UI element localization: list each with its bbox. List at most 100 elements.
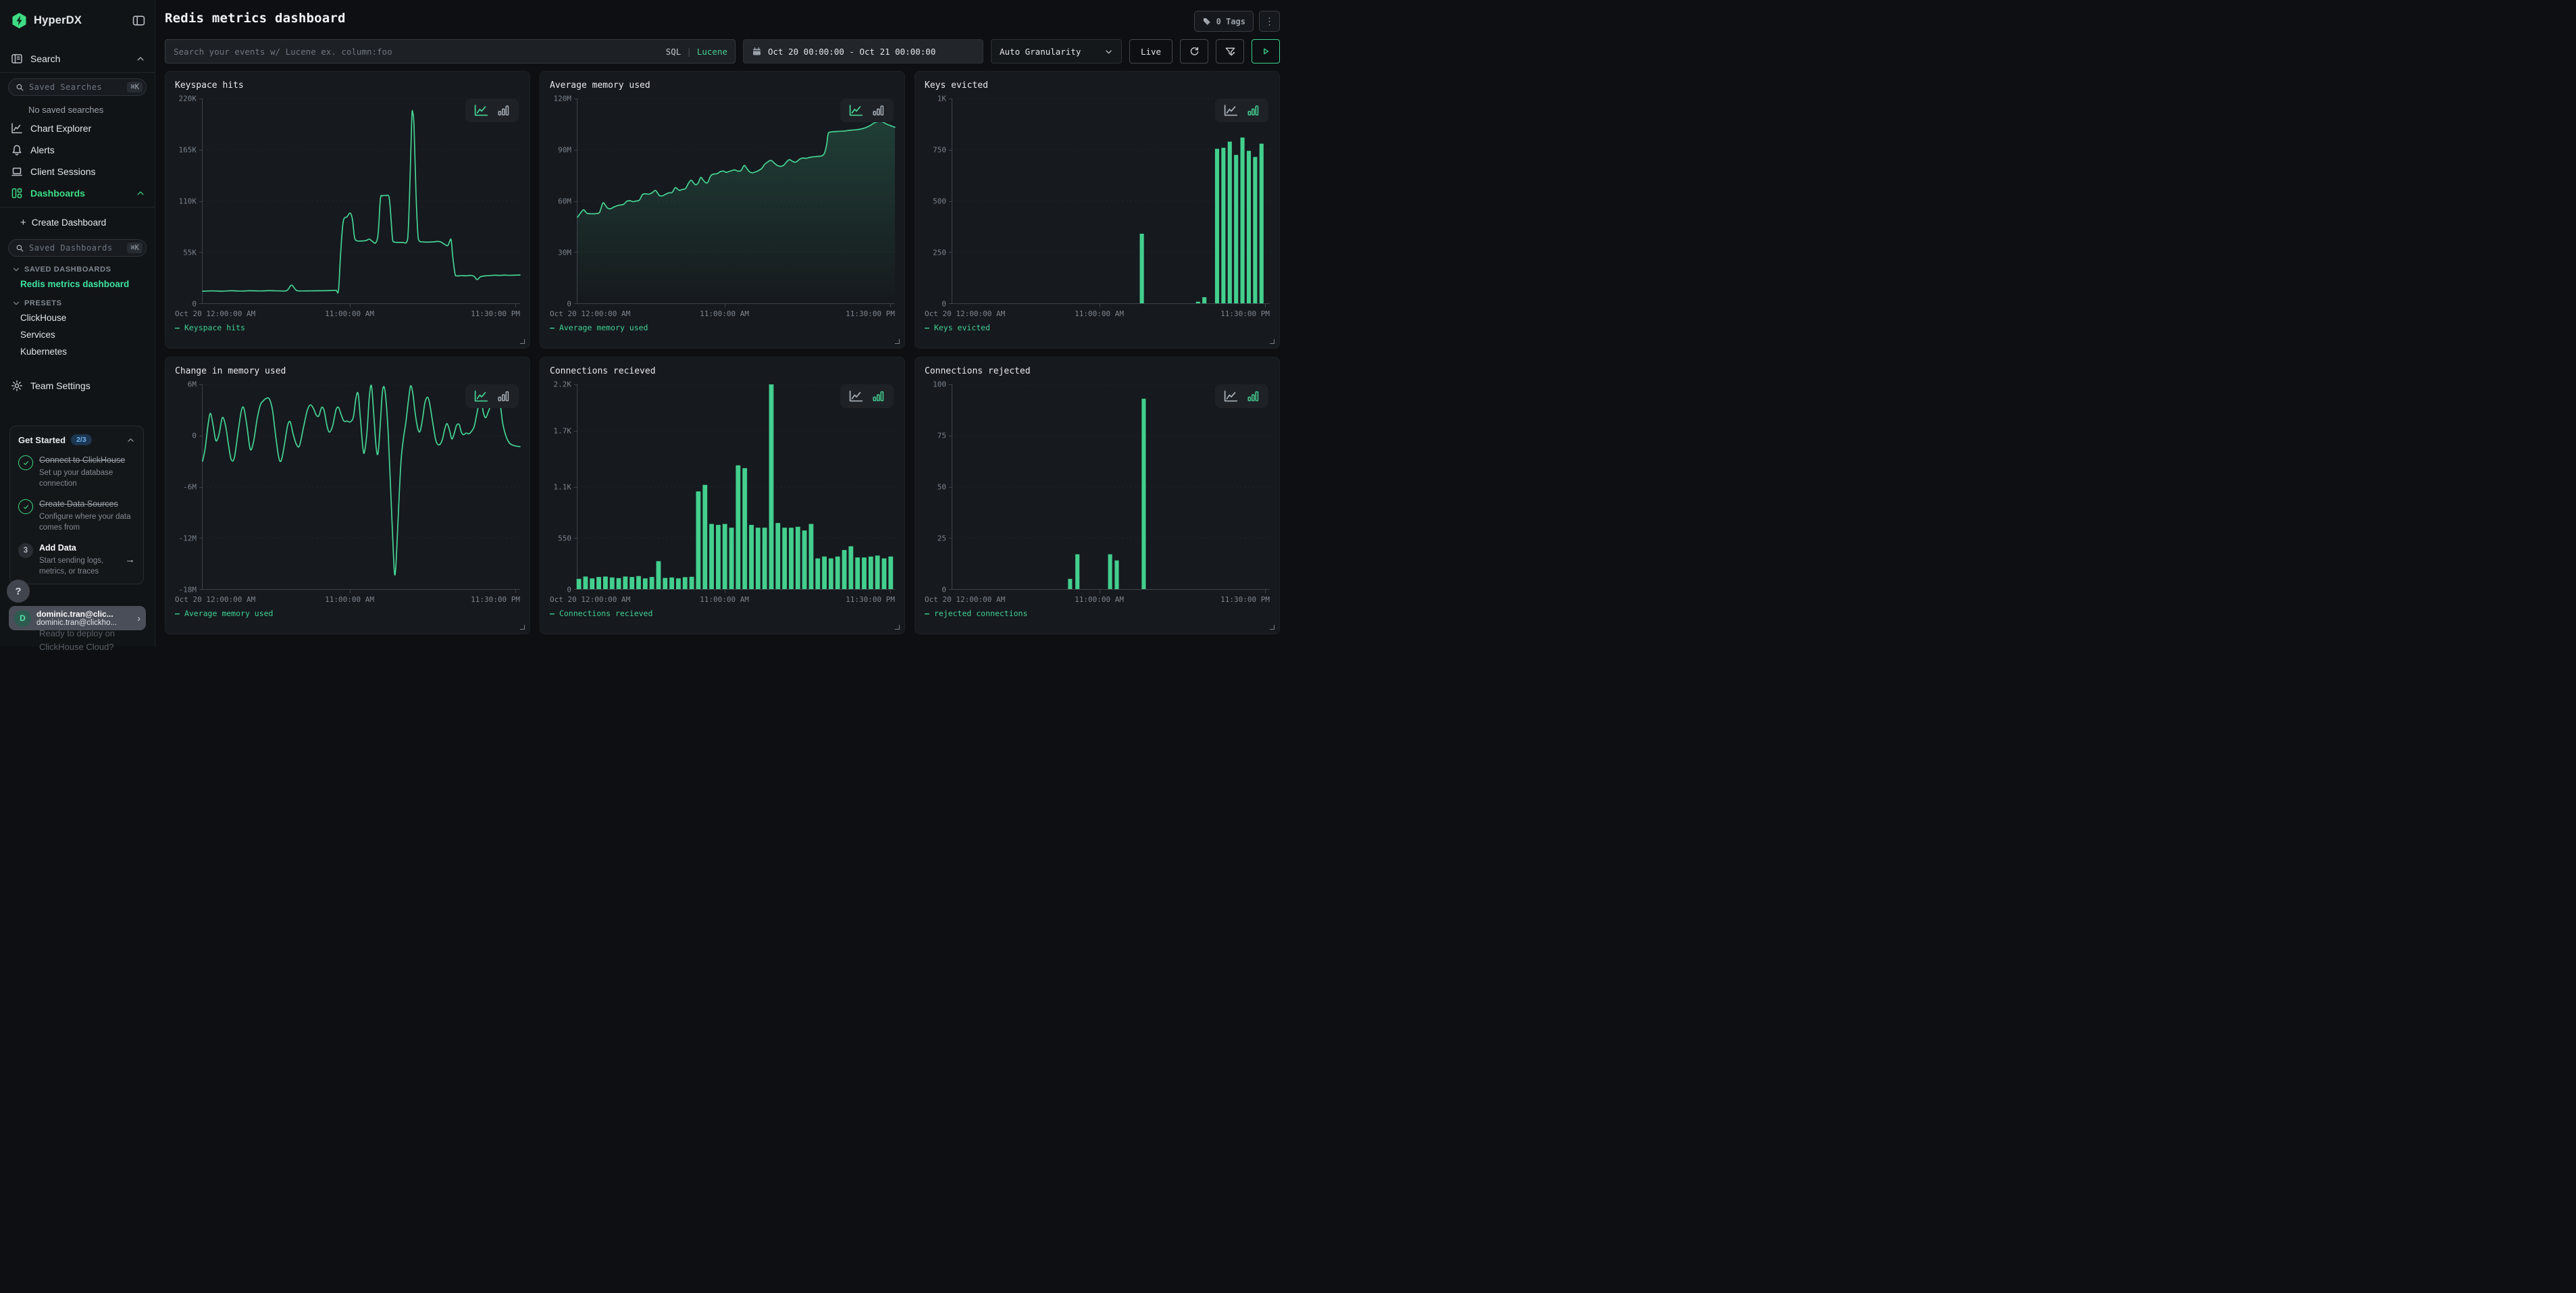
chart-legend[interactable]: —Connections recieved xyxy=(550,609,895,618)
chart-legend[interactable]: —Average memory used xyxy=(550,323,895,332)
user-profile-chip[interactable]: D dominic.tran@clic... dominic.tran@clic… xyxy=(9,606,146,630)
sidebar-collapse-icon[interactable] xyxy=(132,14,145,27)
bar-chart-icon[interactable] xyxy=(1247,390,1260,402)
search-icon xyxy=(16,244,24,253)
legend-label: rejected connections xyxy=(934,609,1027,618)
legend-dash: — xyxy=(550,609,555,618)
step-title: Connect to ClickHouse xyxy=(39,455,125,465)
resize-handle-icon[interactable] xyxy=(1270,625,1274,630)
bar-chart-icon[interactable] xyxy=(873,390,885,402)
line-chart-icon[interactable] xyxy=(474,105,488,116)
chart-plot[interactable] xyxy=(202,384,520,590)
preset-link-clickhouse[interactable]: ClickHouse xyxy=(0,309,155,326)
chart-legend[interactable]: —Average memory used xyxy=(175,609,520,618)
line-chart-icon[interactable] xyxy=(849,390,863,402)
section-label: SAVED DASHBOARDS xyxy=(24,265,111,274)
chart-plot[interactable] xyxy=(952,384,1270,590)
sidebar-item-dashboards[interactable]: Dashboards xyxy=(0,182,155,204)
step-subtitle: Set up your database connection xyxy=(39,468,135,489)
sidebar-item-chart-explorer[interactable]: Chart Explorer xyxy=(0,118,155,139)
saved-searches-input[interactable]: Saved Searches ⌘K xyxy=(8,78,147,96)
create-dashboard-button[interactable]: + Create Dashboard xyxy=(0,213,155,232)
step-subtitle: Configure where your data comes from xyxy=(39,512,135,533)
filter-button[interactable] xyxy=(1216,39,1244,64)
sidebar: HyperDX Search Saved Searches ⌘K No save… xyxy=(0,0,155,646)
laptop-icon xyxy=(11,166,23,178)
bar-chart-icon[interactable] xyxy=(873,105,885,116)
bell-icon xyxy=(11,144,23,156)
run-query-button[interactable] xyxy=(1252,39,1280,64)
chart-legend[interactable]: —Keyspace hits xyxy=(175,323,520,332)
plus-icon: + xyxy=(20,218,26,228)
dashboard-link-redis-metrics[interactable]: Redis metrics dashboard xyxy=(0,276,155,293)
line-chart-icon[interactable] xyxy=(1224,105,1238,116)
x-axis-labels: Oct 20 12:00:00 AM11:00:00 AM11:30:00 PM xyxy=(550,592,895,607)
line-chart-icon[interactable] xyxy=(474,390,488,402)
chart-plot[interactable] xyxy=(202,99,520,304)
chart-view-toggle[interactable] xyxy=(465,99,519,122)
get-started-step-connect[interactable]: Connect to ClickHouse Set up your databa… xyxy=(18,454,135,489)
chevron-down-icon xyxy=(12,265,20,274)
sidebar-item-team-settings[interactable]: Team Settings xyxy=(0,375,155,397)
chevron-down-icon xyxy=(12,299,20,307)
lucene-mode-toggle[interactable]: Lucene xyxy=(697,47,727,57)
tags-button[interactable]: 0 Tags xyxy=(1194,11,1254,32)
chart-view-toggle[interactable] xyxy=(1215,99,1268,122)
get-started-step-sources[interactable]: Create Data Sources Configure where your… xyxy=(18,498,135,533)
chart-view-toggle[interactable] xyxy=(840,99,894,122)
event-search-input[interactable] xyxy=(165,39,736,64)
shortcut-badge: ⌘K xyxy=(127,243,143,253)
resize-handle-icon[interactable] xyxy=(520,625,525,630)
refresh-button[interactable] xyxy=(1180,39,1208,64)
sidebar-item-search[interactable]: Search xyxy=(0,48,155,70)
sidebar-item-client-sessions[interactable]: Client Sessions xyxy=(0,161,155,182)
chevron-up-icon[interactable] xyxy=(126,436,135,445)
chart-panel-connections-recieved: Connections recieved 05501.1K1.7K2.2K Oc… xyxy=(540,357,905,634)
section-presets[interactable]: PRESETS xyxy=(0,293,155,309)
resize-handle-icon[interactable] xyxy=(895,339,900,344)
main-content: Redis metrics dashboard 0 Tags ⋮ SQL | L… xyxy=(155,0,1288,646)
dashboard-menu-button[interactable]: ⋮ xyxy=(1259,11,1280,32)
chart-plot[interactable] xyxy=(577,384,895,590)
saved-dashboards-input[interactable]: Saved Dashboards ⌘K xyxy=(8,239,147,257)
mode-separator: | xyxy=(686,47,692,57)
section-label: PRESETS xyxy=(24,299,62,307)
line-chart-icon[interactable] xyxy=(849,105,863,116)
legend-dash: — xyxy=(175,609,180,618)
get-started-title: Get Started xyxy=(18,435,66,445)
bar-chart-icon[interactable] xyxy=(1247,105,1260,116)
preset-link-services[interactable]: Services xyxy=(0,326,155,343)
sidebar-item-label: Team Settings xyxy=(30,380,91,391)
bar-chart-icon[interactable] xyxy=(498,105,510,116)
granularity-select[interactable]: Auto Granularity xyxy=(991,39,1122,64)
chart-plot[interactable] xyxy=(577,99,895,304)
x-axis-labels: Oct 20 12:00:00 AM11:00:00 AM11:30:00 PM xyxy=(175,592,520,607)
chart-legend[interactable]: —rejected connections xyxy=(925,609,1270,618)
clickhouse-cloud-promo: Ready to deploy on ClickHouse Cloud? xyxy=(39,627,115,653)
help-button[interactable]: ? xyxy=(7,580,30,603)
get-started-step-add-data[interactable]: 3 Add Data Start sending logs, metrics, … xyxy=(18,542,135,577)
line-chart-icon[interactable] xyxy=(1224,390,1238,402)
bar-chart-icon[interactable] xyxy=(498,390,510,402)
preset-link-kubernetes[interactable]: Kubernetes xyxy=(0,343,155,360)
chart-view-toggle[interactable] xyxy=(465,384,519,408)
section-saved-dashboards[interactable]: SAVED DASHBOARDS xyxy=(0,257,155,276)
chart-plot[interactable] xyxy=(952,99,1270,304)
y-axis-labels: 6M0-6M-12M-18M xyxy=(175,384,202,590)
y-axis-labels: 02505007501K xyxy=(925,99,952,304)
sql-mode-toggle[interactable]: SQL xyxy=(666,47,681,57)
resize-handle-icon[interactable] xyxy=(895,625,900,630)
resize-handle-icon[interactable] xyxy=(520,339,525,344)
gear-icon xyxy=(11,380,23,392)
chart-legend[interactable]: —Keys evicted xyxy=(925,323,1270,332)
hyperdx-logo-icon xyxy=(11,12,28,29)
sidebar-item-alerts[interactable]: Alerts xyxy=(0,139,155,161)
dashboard-grid: Keyspace hits 055K110K165K220K Oct 20 12… xyxy=(155,64,1288,634)
legend-label: Average memory used xyxy=(559,323,648,332)
resize-handle-icon[interactable] xyxy=(1270,339,1274,344)
live-button[interactable]: Live xyxy=(1129,39,1173,64)
search-section-icon xyxy=(11,53,23,65)
chart-view-toggle[interactable] xyxy=(840,384,894,408)
time-range-picker[interactable]: Oct 20 00:00:00 - Oct 21 00:00:00 xyxy=(743,39,983,64)
chart-view-toggle[interactable] xyxy=(1215,384,1268,408)
